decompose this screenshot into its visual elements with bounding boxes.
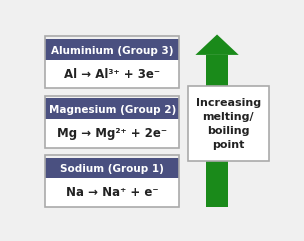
Text: Al → Al³⁺ + 3e⁻: Al → Al³⁺ + 3e⁻ [64, 67, 160, 80]
Bar [45, 155, 179, 207]
Bar [45, 36, 179, 88]
Bar [45, 179, 179, 207]
Text: Sodium (Group 1): Sodium (Group 1) [60, 164, 164, 174]
Text: Aluminium (Group 3): Aluminium (Group 3) [51, 46, 174, 56]
Bar [45, 119, 179, 148]
Text: Mg → Mg²⁺ + 2e⁻: Mg → Mg²⁺ + 2e⁻ [57, 127, 167, 140]
Bar [45, 96, 179, 148]
Bar [45, 98, 179, 122]
Bar [45, 158, 179, 181]
Bar [188, 87, 269, 161]
Bar [45, 39, 179, 62]
Text: Na → Na⁺ + e⁻: Na → Na⁺ + e⁻ [66, 186, 158, 199]
Bar [206, 55, 228, 207]
Polygon shape [195, 34, 239, 55]
Text: Magnesium (Group 2): Magnesium (Group 2) [49, 105, 176, 115]
Bar [45, 60, 179, 88]
Text: Increasing
melting/
boiling
point: Increasing melting/ boiling point [196, 98, 261, 150]
